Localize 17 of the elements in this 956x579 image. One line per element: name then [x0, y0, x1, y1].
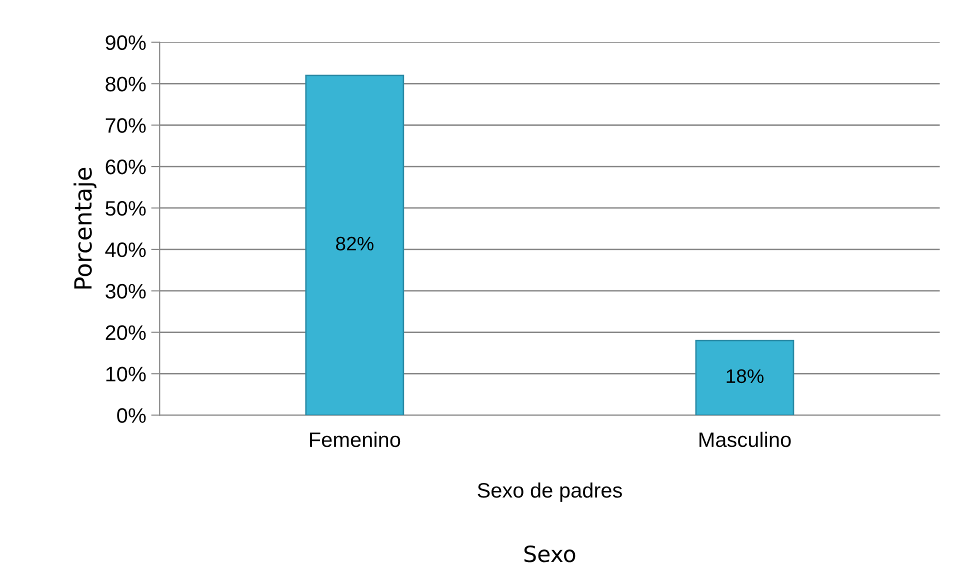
y-tick-label: 40% — [105, 242, 146, 258]
x-tick-label: Masculino — [700, 432, 791, 448]
x-axis-title: Sexo — [524, 545, 576, 562]
data-label: 82% — [336, 236, 374, 250]
y-tick-label: 10% — [106, 366, 146, 382]
y-tick-label: 70% — [106, 118, 146, 133]
x-tick-label: Femenino — [310, 432, 400, 448]
y-tick-label: 50% — [106, 200, 146, 216]
y-tick-label: 60% — [106, 160, 146, 174]
y-axis-title: Porcentaje — [74, 168, 96, 289]
y-tick-label: 80% — [106, 76, 146, 92]
y-tick-label: 90% — [106, 35, 146, 50]
y-tick-label: 20% — [106, 325, 146, 340]
y-tick-label: 30% — [106, 284, 146, 299]
data-label: 18% — [726, 369, 764, 384]
text: Sexo de padres — [478, 482, 622, 502]
y-tick-label: 0% — [117, 408, 146, 423]
